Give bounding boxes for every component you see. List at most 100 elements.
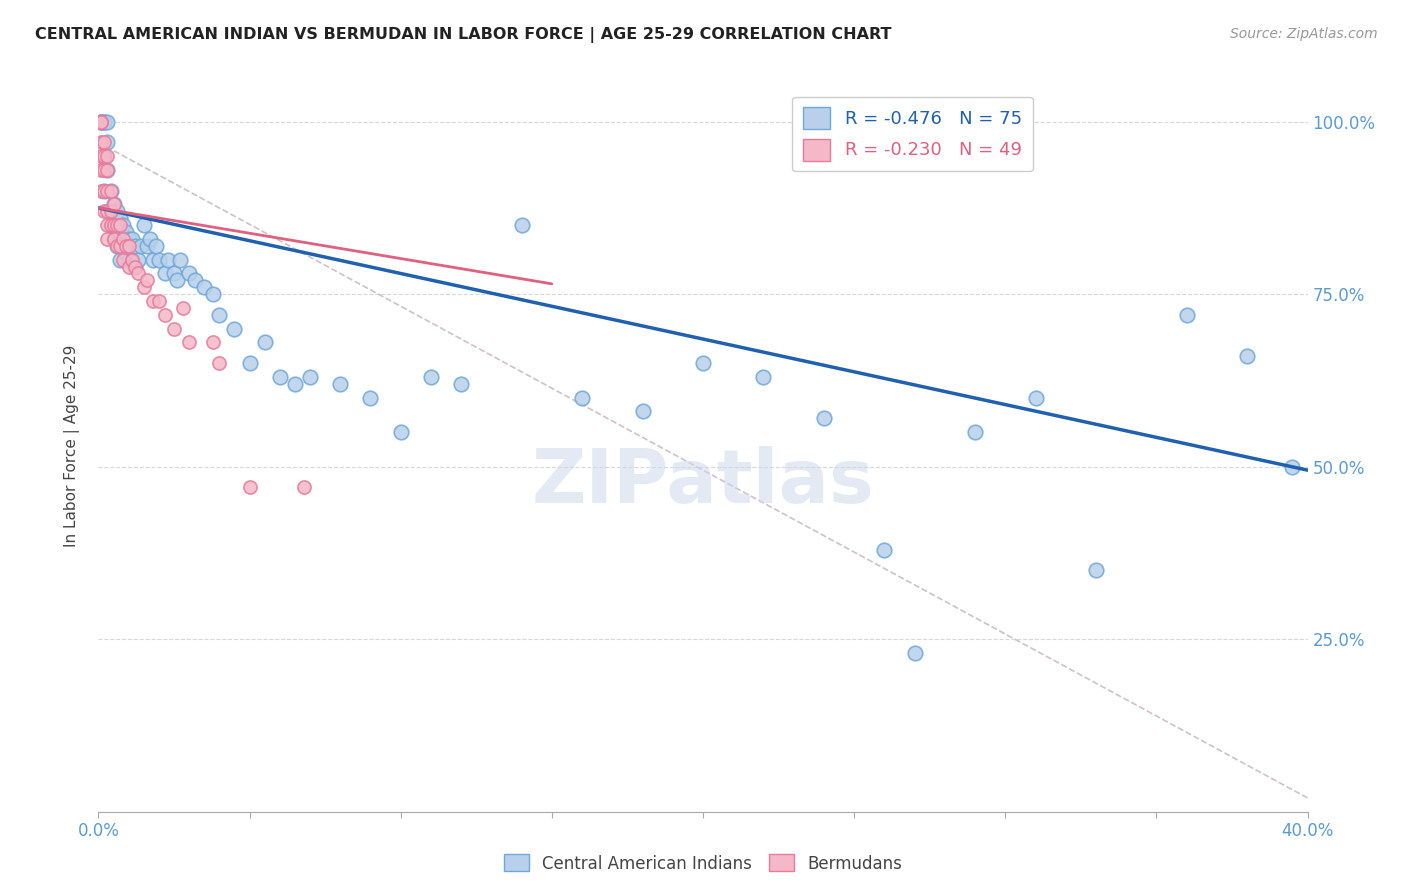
Point — [96, 204, 118, 219]
Point — [90, 114, 112, 128]
Point — [163, 267, 186, 281]
Point — [100, 184, 122, 198]
Point — [163, 321, 186, 335]
Point — [89, 114, 111, 128]
Point — [103, 218, 125, 232]
Point — [105, 239, 128, 253]
Point — [100, 184, 122, 198]
Point — [124, 239, 146, 253]
Point — [93, 136, 115, 150]
Point — [103, 197, 125, 211]
Point — [100, 218, 122, 232]
Point — [153, 308, 176, 322]
Point — [132, 280, 155, 294]
Point — [111, 232, 134, 246]
Point — [127, 252, 149, 267]
Point — [103, 232, 125, 246]
Point — [96, 136, 118, 150]
Point — [1024, 391, 1046, 405]
Point — [100, 204, 122, 219]
Point — [96, 184, 118, 198]
Point — [111, 218, 134, 232]
Point — [108, 252, 131, 267]
Point — [96, 218, 118, 232]
Point — [108, 218, 131, 232]
Point — [124, 260, 146, 274]
Text: CENTRAL AMERICAN INDIAN VS BERMUDAN IN LABOR FORCE | AGE 25-29 CORRELATION CHART: CENTRAL AMERICAN INDIAN VS BERMUDAN IN L… — [35, 27, 891, 43]
Point — [166, 273, 188, 287]
Point — [135, 239, 157, 253]
Point — [450, 376, 472, 391]
Point — [420, 370, 443, 384]
Point — [135, 273, 157, 287]
Point — [142, 294, 165, 309]
Point — [124, 260, 146, 274]
Point — [90, 163, 112, 178]
Point — [96, 163, 118, 178]
Point — [90, 136, 112, 150]
Point — [96, 149, 118, 163]
Point — [873, 542, 896, 557]
Point — [224, 321, 246, 335]
Point — [93, 149, 115, 163]
Point — [105, 218, 128, 232]
Point — [284, 376, 307, 391]
Point — [100, 218, 122, 232]
Point — [90, 114, 112, 128]
Legend: Central American Indians, Bermudans: Central American Indians, Bermudans — [498, 847, 908, 880]
Point — [253, 335, 276, 350]
Point — [129, 239, 152, 253]
Point — [1085, 563, 1108, 577]
Point — [121, 252, 143, 267]
Point — [965, 425, 987, 440]
Point — [389, 425, 412, 440]
Point — [118, 260, 141, 274]
Point — [510, 218, 533, 232]
Point — [90, 114, 112, 128]
Point — [105, 218, 128, 232]
Point — [114, 245, 136, 260]
Point — [96, 232, 118, 246]
Point — [118, 232, 141, 246]
Point — [752, 370, 775, 384]
Point — [1236, 349, 1258, 363]
Point — [93, 204, 115, 219]
Point — [148, 252, 170, 267]
Point — [121, 252, 143, 267]
Point — [108, 225, 131, 239]
Point — [1281, 459, 1303, 474]
Point — [93, 184, 115, 198]
Point — [904, 646, 927, 660]
Point — [156, 252, 179, 267]
Point — [179, 335, 201, 350]
Point — [103, 218, 125, 232]
Point — [90, 114, 112, 128]
Legend: R = -0.476   N = 75, R = -0.230   N = 49: R = -0.476 N = 75, R = -0.230 N = 49 — [792, 96, 1032, 171]
Point — [169, 252, 191, 267]
Point — [193, 280, 215, 294]
Point — [90, 149, 112, 163]
Point — [90, 184, 112, 198]
Point — [93, 184, 115, 198]
Point — [93, 163, 115, 178]
Point — [111, 239, 134, 253]
Point — [1175, 308, 1198, 322]
Point — [148, 294, 170, 309]
Point — [103, 232, 125, 246]
Point — [299, 370, 322, 384]
Point — [145, 239, 167, 253]
Y-axis label: In Labor Force | Age 25-29: In Labor Force | Age 25-29 — [63, 345, 80, 547]
Point — [202, 335, 225, 350]
Point — [90, 114, 112, 128]
Point — [692, 356, 714, 370]
Point — [111, 252, 134, 267]
Point — [96, 114, 118, 128]
Point — [813, 411, 835, 425]
Point — [108, 239, 131, 253]
Point — [127, 267, 149, 281]
Point — [631, 404, 654, 418]
Point — [114, 239, 136, 253]
Point — [118, 252, 141, 267]
Point — [121, 232, 143, 246]
Point — [179, 267, 201, 281]
